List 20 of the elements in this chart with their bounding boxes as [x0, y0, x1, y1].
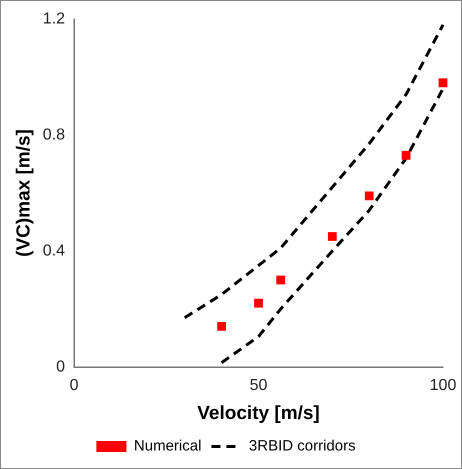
y-tick-label: 0.8 [42, 126, 66, 144]
point [328, 232, 337, 241]
y-tick-label: 0 [56, 358, 66, 376]
x-axis-title: Velocity [m/s] [197, 402, 320, 424]
y-tick-label: 1.2 [42, 10, 66, 28]
point [364, 192, 374, 200]
legend-label: 3RBID corridors [248, 438, 356, 455]
y-tick-label: 0.4 [42, 242, 66, 260]
x-tick-label: 0 [70, 377, 79, 394]
point [438, 78, 448, 88]
point [217, 322, 226, 331]
point [402, 150, 410, 160]
point [254, 298, 263, 308]
line-series [220, 87, 444, 364]
x-tick-label: 50 [250, 377, 268, 394]
line-series [183, 23, 444, 320]
legend-label: Numerical [134, 438, 202, 455]
y-axis-title: (VC)max [m/s] [14, 129, 35, 257]
x-tick-label: 100 [430, 377, 456, 394]
point [276, 276, 286, 284]
